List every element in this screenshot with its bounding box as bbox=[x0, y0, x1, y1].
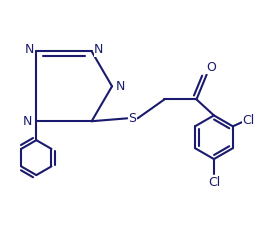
Text: N: N bbox=[23, 115, 32, 128]
Text: Cl: Cl bbox=[208, 176, 220, 189]
Text: N: N bbox=[24, 43, 34, 56]
Text: N: N bbox=[94, 43, 104, 56]
Text: O: O bbox=[206, 61, 216, 74]
Text: N: N bbox=[116, 80, 125, 93]
Text: S: S bbox=[128, 112, 136, 125]
Text: Cl: Cl bbox=[243, 114, 255, 127]
